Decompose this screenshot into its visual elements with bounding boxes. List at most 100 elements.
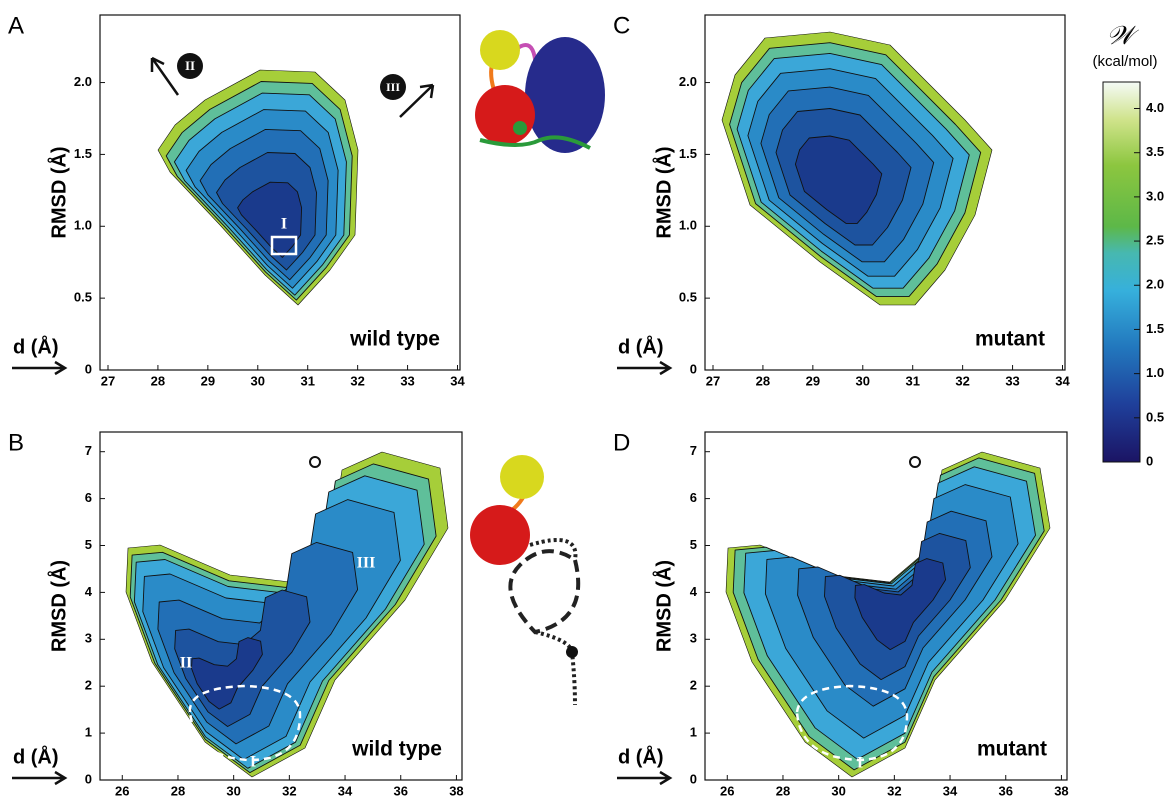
x-tick-label: 36 [999,783,1013,798]
y-tick-label: 3 [85,631,92,646]
x-tick-label: 28 [151,373,165,388]
region-label: I [281,216,287,233]
y-tick-label: 2 [85,678,92,693]
plot-frame [704,14,1066,371]
y-tick-label: 2.0 [679,74,697,89]
region-label: I [857,755,863,772]
contour [237,181,303,258]
y-tick-label: 1 [85,725,92,740]
panel-letter: B [8,429,24,456]
x-tick-label: 38 [1054,783,1068,798]
x-tick-label: 34 [338,783,353,798]
y-tick-label: 5 [690,537,697,552]
panel-letter: A [8,12,24,39]
colorbar-tick-label: 2.0 [1146,277,1164,292]
x-tick-label: 33 [1005,373,1019,388]
colorbar-title: 𝒲 [1106,21,1139,50]
y-tick-label: 0 [85,361,92,376]
x-tick-label: 34 [450,373,465,388]
x-tick-label: 32 [282,783,296,798]
y-tick-label: 1 [690,725,697,740]
x-axis-arrow [617,770,673,786]
region-outline [188,684,302,762]
y-tick-label: 1.5 [74,146,92,161]
y-axis-label: RMSD (Å) [651,560,675,652]
badge [380,74,406,100]
x-tick-label: 30 [831,783,845,798]
x-tick-label: 28 [776,783,790,798]
x-tick-label: 26 [115,783,129,798]
x-tick-label: 36 [394,783,408,798]
y-tick-label: 0.5 [74,290,92,305]
x-tick-label: 30 [251,373,265,388]
y-tick-label: 4 [690,584,698,599]
colorbar-tick-label: 0.5 [1146,409,1164,424]
panel-letter: D [613,429,630,456]
x-tick-label: 27 [101,373,115,388]
x-tick-label: 31 [300,373,314,388]
y-axis-label: RMSD (Å) [46,146,70,238]
x-axis-arrow [12,770,68,786]
x-axis-arrow [617,360,673,376]
plot-frame [99,431,463,781]
contour [794,135,883,224]
y-tick-label: 2.0 [74,74,92,89]
x-tick-label: 29 [201,373,215,388]
annotation: wild type [349,328,440,351]
colorbar-tick-label: 1.5 [1146,321,1164,336]
x-tick-label: 27 [706,373,720,388]
annotation: mutant [977,738,1047,761]
colorbar [1102,81,1141,463]
y-tick-label: 0 [690,361,697,376]
contour [854,558,947,651]
y-tick-label: 7 [85,443,92,458]
y-tick-label: 2 [690,678,697,693]
y-tick-label: 0 [690,771,697,786]
schematic-unbound [470,455,581,706]
badge [177,53,203,79]
annotation: wild type [351,738,442,761]
y-axis-label: RMSD (Å) [651,146,675,238]
arrow [399,83,435,118]
schematic-bound [475,30,605,153]
marker [309,456,321,468]
x-axis-label: d (Å) [618,334,664,358]
y-tick-label: 4 [85,584,93,599]
marker [909,456,921,468]
x-tick-label: 33 [400,373,414,388]
x-tick-label: 29 [806,373,820,388]
plot-frame [704,431,1068,781]
x-axis-label: d (Å) [13,744,59,768]
x-axis-label: d (Å) [618,744,664,768]
y-tick-label: 1.0 [679,218,697,233]
y-tick-label: 1.0 [74,218,92,233]
x-axis-label: d (Å) [13,334,59,358]
region-label: II [180,655,192,672]
x-tick-label: 28 [756,373,770,388]
x-tick-label: 28 [171,783,185,798]
y-axis-label: RMSD (Å) [46,560,70,652]
min-box [270,235,298,256]
y-tick-label: 7 [690,443,697,458]
region-label: III [357,555,376,572]
y-tick-label: 0.5 [679,290,697,305]
colorbar-unit: (kcal/mol) [1092,53,1157,70]
x-tick-label: 31 [905,373,919,388]
colorbar-tick-label: 1.0 [1146,365,1164,380]
x-tick-label: 38 [449,783,463,798]
colorbar-tick-label: 2.5 [1146,233,1164,248]
arrow [150,56,180,96]
x-tick-label: 30 [226,783,240,798]
annotation: mutant [975,328,1045,351]
x-tick-label: 30 [856,373,870,388]
region-label: III [386,80,400,94]
y-tick-label: 0 [85,771,92,786]
y-tick-label: 5 [85,537,92,552]
x-tick-label: 26 [720,783,734,798]
plot-frame [99,14,461,371]
x-tick-label: 32 [887,783,901,798]
y-tick-label: 3 [690,631,697,646]
x-tick-label: 32 [350,373,364,388]
